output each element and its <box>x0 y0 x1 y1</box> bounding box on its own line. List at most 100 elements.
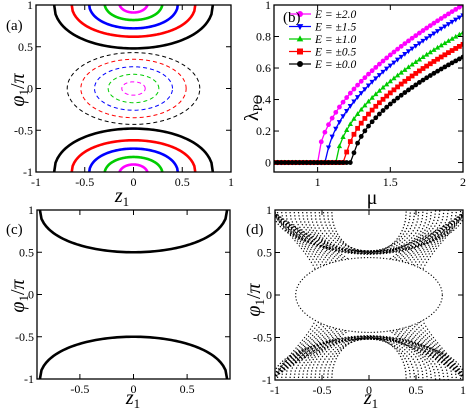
data-point <box>398 43 404 49</box>
running-orbit-line <box>118 163 149 172</box>
data-point <box>297 11 303 17</box>
data-point <box>413 82 419 88</box>
data-point <box>358 78 364 84</box>
data-point <box>326 122 331 128</box>
data-point <box>380 96 386 102</box>
data-point <box>336 120 343 125</box>
y-tick-label: 0 <box>265 156 271 170</box>
data-point <box>431 59 437 64</box>
panel-c: -0.5 0 0.5 -1 -0.5 0 0.5 1 (c) z1 φ1/π <box>6 203 231 409</box>
data-point <box>424 36 430 42</box>
data-point <box>377 100 382 106</box>
x-tick-label: 0.5 <box>175 175 190 189</box>
data-point <box>358 91 364 96</box>
y-tick-label: 1 <box>27 0 33 12</box>
trajectory-dots <box>318 337 420 380</box>
trajectory-dots <box>275 214 328 376</box>
libration-orbit-line <box>93 66 174 111</box>
data-point <box>347 139 353 144</box>
data-point <box>424 75 430 81</box>
data-point <box>453 58 459 64</box>
data-point <box>377 111 382 117</box>
y-tick-label: 0.5 <box>18 40 33 54</box>
y-tick-label: 0.5 <box>19 245 34 259</box>
data-point <box>384 66 390 72</box>
data-point <box>322 129 328 135</box>
data-point <box>420 77 426 83</box>
data-point <box>366 71 371 77</box>
x-tick-label: -0.5 <box>75 175 94 189</box>
data-point <box>460 41 463 47</box>
trajectory-dots <box>410 214 463 376</box>
trajectory-dots <box>401 213 463 377</box>
data-point <box>384 104 390 110</box>
y-tick-label: 0.5 <box>257 246 272 260</box>
data-point <box>427 23 433 29</box>
panel-b-legend: E = ±2.0E = ±1.5E = ±1.0E = ±0.5E = ±0.0 <box>289 9 356 71</box>
data-point <box>416 41 423 47</box>
data-point <box>413 43 419 49</box>
data-point <box>442 64 448 70</box>
data-point <box>329 115 335 121</box>
data-point <box>366 123 371 129</box>
data-point <box>445 22 452 27</box>
panel-b-curves <box>274 5 463 166</box>
data-point <box>427 61 433 67</box>
data-point <box>297 160 302 165</box>
data-point <box>427 33 433 39</box>
data-point <box>373 103 379 109</box>
x-tick-label: -0.5 <box>313 383 332 397</box>
running-orbit-line <box>52 127 215 172</box>
data-point <box>340 160 346 165</box>
data-point <box>438 54 444 60</box>
regular-region <box>295 257 443 333</box>
data-point <box>373 76 379 82</box>
data-point <box>387 52 393 58</box>
x-tick-label: 0 <box>366 383 372 397</box>
y-tick-label: 0 <box>28 288 34 302</box>
data-point <box>395 95 400 101</box>
data-point <box>434 29 441 34</box>
lambda-series-line <box>274 14 463 164</box>
x-tick-label: -0.5 <box>70 382 89 396</box>
data-point <box>402 41 408 46</box>
data-point <box>398 81 404 87</box>
panel-d: -1 -0.5 0 0.5 1 -1 -0.5 0 0.5 1 (d) z1 φ1/π <box>243 203 466 409</box>
data-point <box>297 48 303 55</box>
y-tick-label: -0.5 <box>14 123 33 137</box>
data-point <box>446 11 451 17</box>
data-point <box>420 28 426 33</box>
data-point <box>347 121 353 127</box>
data-point <box>362 75 368 81</box>
y-tick-label: 0 <box>266 288 272 302</box>
trajectory-dots <box>305 210 433 254</box>
data-point <box>445 38 452 43</box>
data-point <box>300 160 306 165</box>
data-point <box>351 115 357 121</box>
data-point <box>318 160 324 165</box>
panel-d-curves <box>275 210 463 380</box>
y-tick-label: -1 <box>23 165 33 179</box>
panel-c-frame <box>36 209 231 380</box>
data-point <box>413 71 419 76</box>
data-point <box>387 90 393 96</box>
data-point <box>304 160 310 165</box>
running-orbit-line <box>87 5 180 30</box>
data-point <box>449 60 455 66</box>
data-point <box>336 143 343 149</box>
data-point <box>431 47 437 52</box>
trajectory-dots <box>322 338 416 380</box>
trajectory-dots <box>293 210 445 253</box>
data-point <box>333 126 339 132</box>
x-tick-label: 0.5 <box>409 383 424 397</box>
y-tick-label: -1 <box>262 373 272 387</box>
data-point <box>344 95 350 100</box>
y-tick-label: 1 <box>28 203 34 217</box>
legend-entry: E = ±1.0 <box>314 34 356 46</box>
data-point <box>318 139 324 145</box>
panel-c-ticks: -0.5 0 0.5 -1 -0.5 0 0.5 1 <box>15 203 230 396</box>
data-point <box>347 104 353 109</box>
data-point <box>358 106 364 112</box>
data-point <box>409 35 415 41</box>
data-point <box>391 98 397 104</box>
